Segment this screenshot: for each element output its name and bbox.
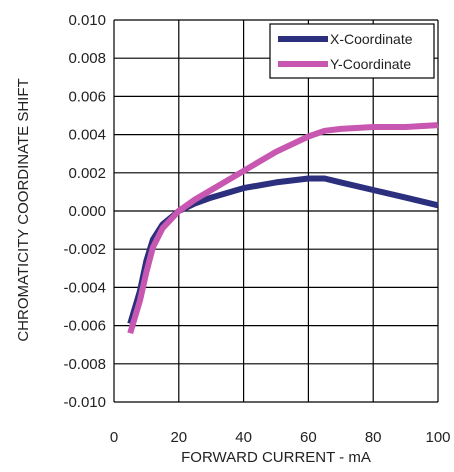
- series-line-y-coordinate: [127, 122, 439, 335]
- y-tick-label: -0.010: [63, 394, 106, 411]
- y-tick-label: -0.006: [63, 318, 106, 335]
- y-tick-label: 0.000: [68, 203, 106, 220]
- y-tick-label: 0.008: [68, 50, 106, 67]
- y-tick-label: 0.004: [68, 127, 106, 144]
- x-tick-label: 60: [300, 429, 317, 446]
- y-axis-title: CHROMATICITY COORDINATE SHIFT: [15, 78, 32, 341]
- x-tick-label: 100: [425, 429, 450, 446]
- y-tick-label: 0.010: [68, 12, 106, 29]
- x-tick-label: 80: [365, 429, 382, 446]
- legend-box: [269, 23, 435, 79]
- legend-label: Y-Coordinate: [330, 56, 411, 72]
- y-tick-label: -0.008: [63, 356, 106, 373]
- y-tick-label: 0.006: [68, 88, 106, 105]
- y-tick-label: -0.002: [63, 241, 106, 258]
- tick-labels: 0 20 40 60 80 100 0.010 0.008 0.006 0.004 0.002 0.0…: [63, 12, 450, 446]
- series-lines: [127, 122, 439, 335]
- x-tick-label: 20: [170, 429, 187, 446]
- x-axis-title: FORWARD CURRENT - mA: [181, 449, 371, 466]
- x-tick-label: 40: [235, 429, 252, 446]
- y-tick-label: 0.002: [68, 165, 106, 182]
- legend: X-Coordinate Y-Coordinate: [269, 23, 435, 79]
- y-tick-label: -0.004: [63, 279, 106, 296]
- legend-label: X-Coordinate: [330, 31, 413, 47]
- grid-lines: [113, 19, 439, 403]
- x-tick-label: 0: [110, 429, 118, 446]
- series-line-x-coordinate: [127, 175, 439, 325]
